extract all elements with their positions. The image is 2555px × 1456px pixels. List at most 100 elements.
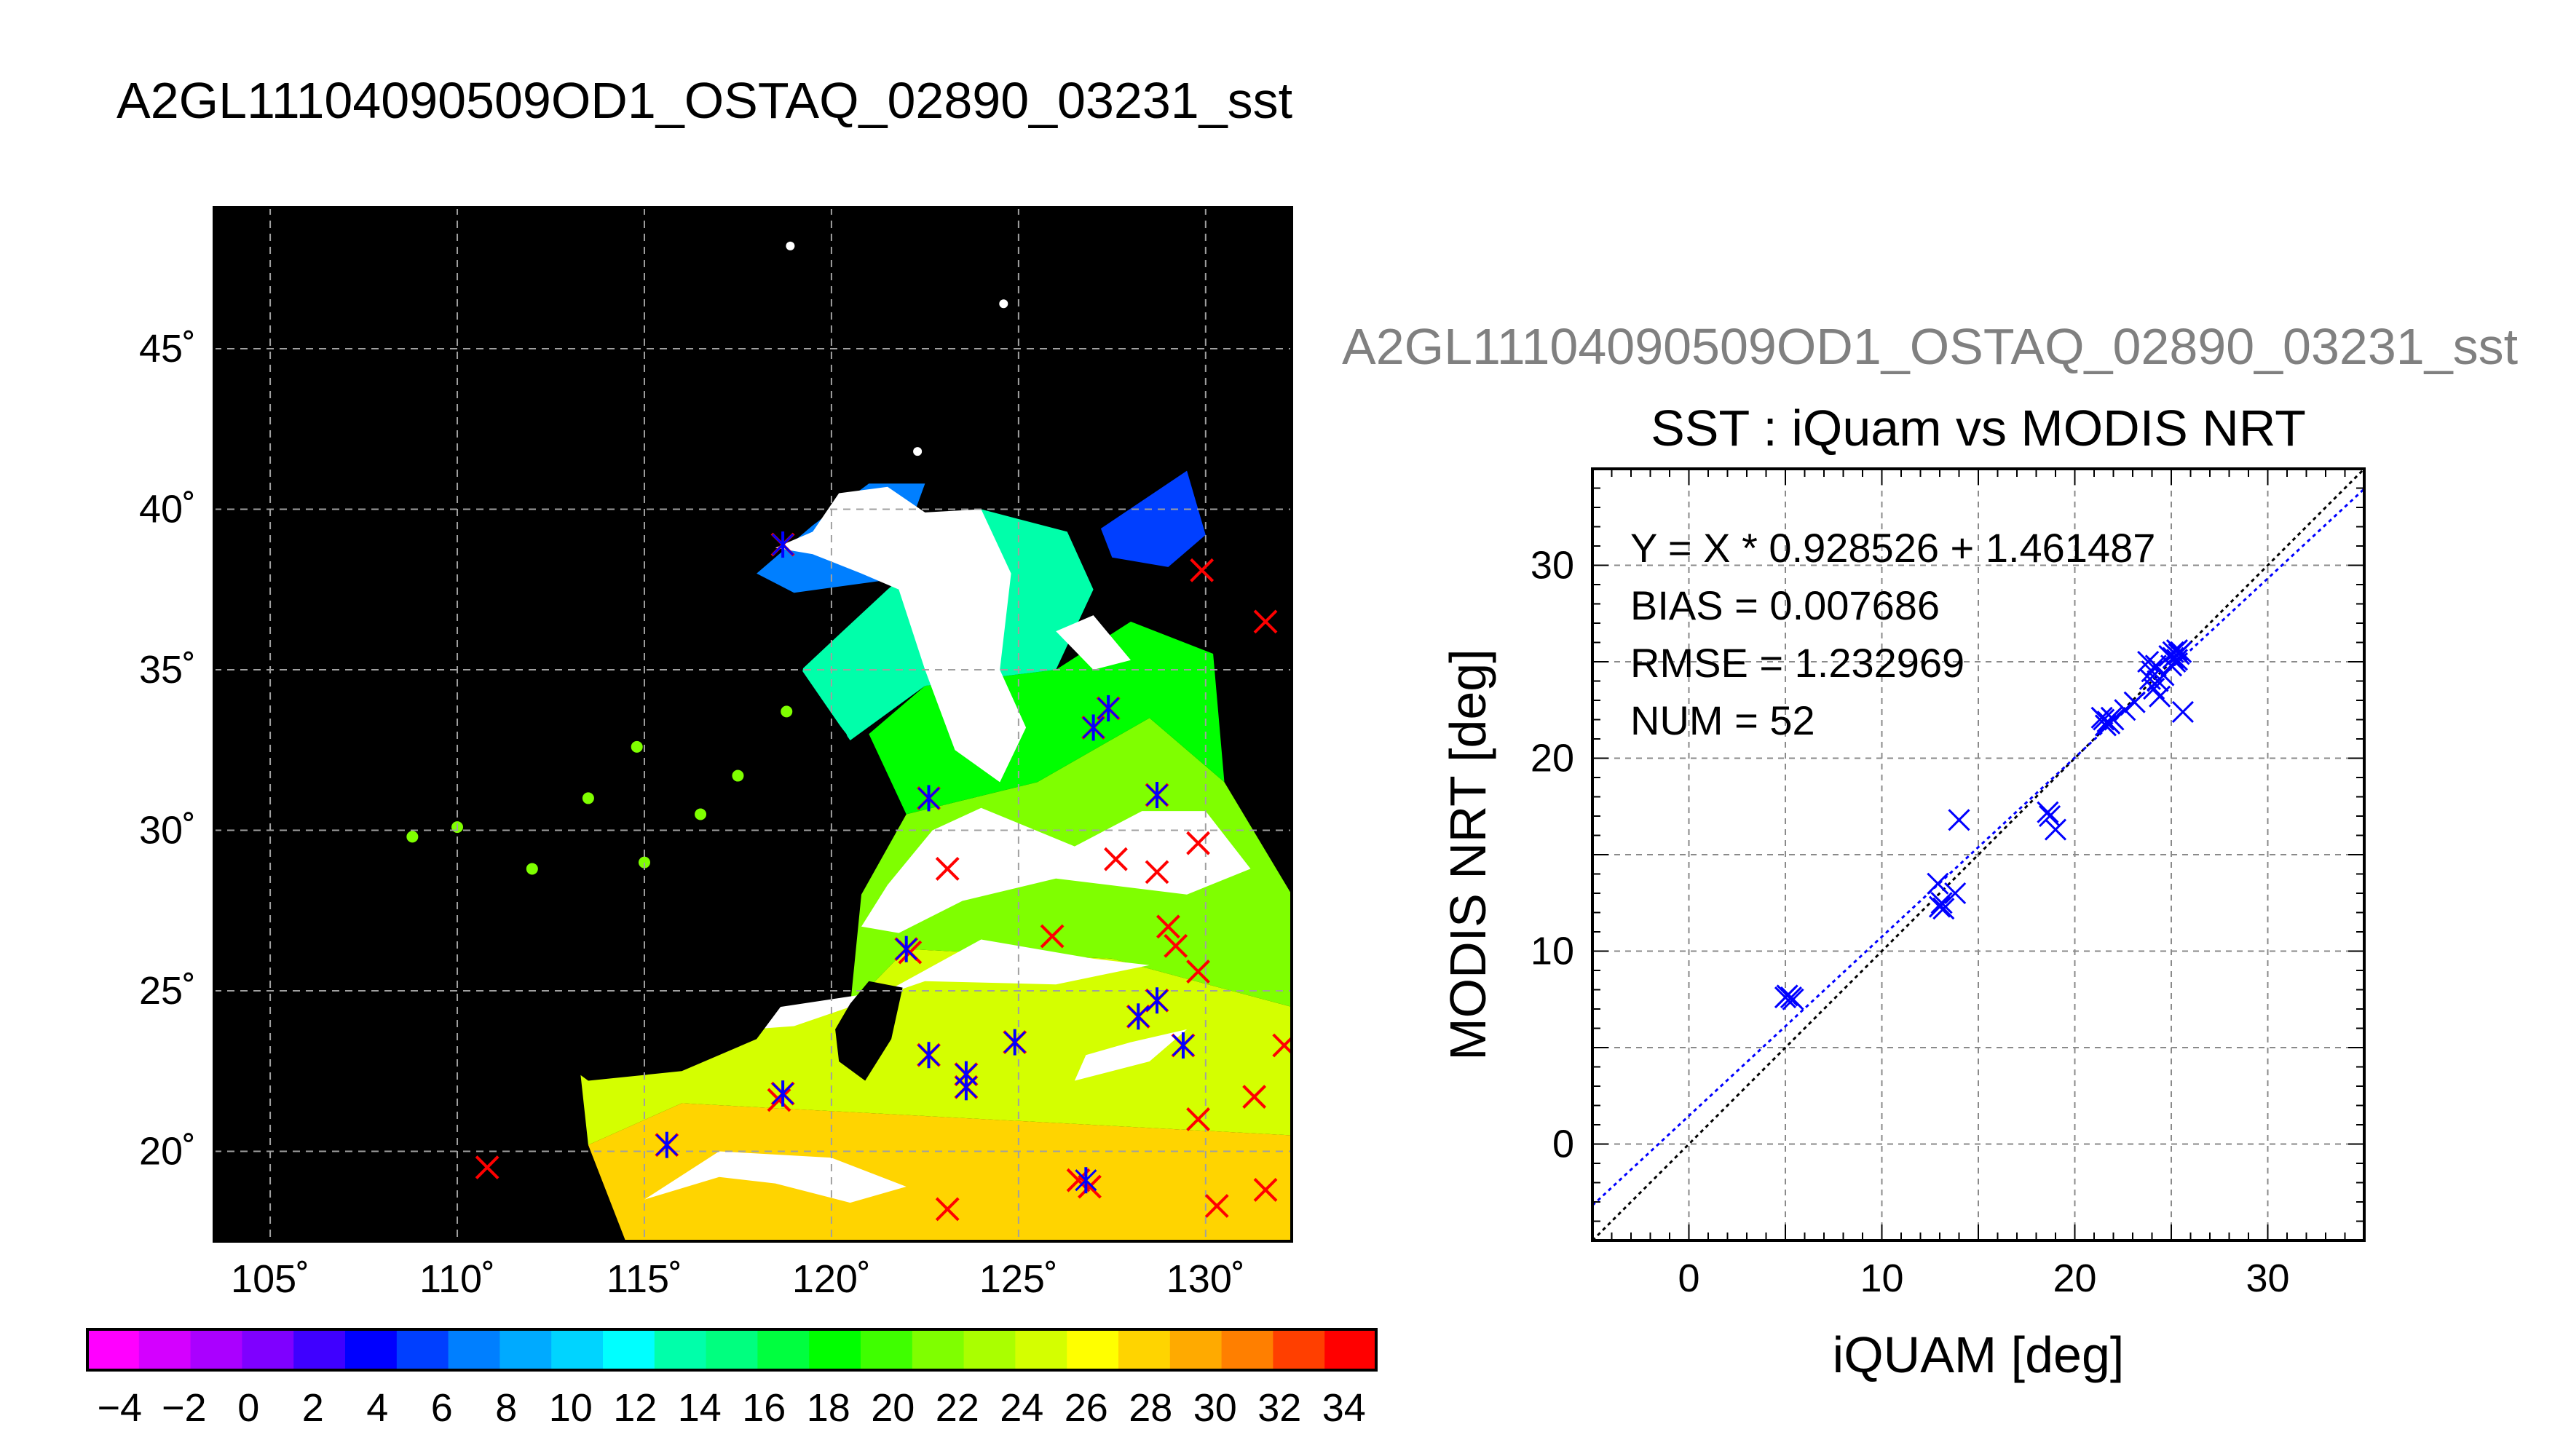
cloud-mask: [1056, 615, 1131, 670]
match-marker: [917, 1042, 940, 1069]
colorbar-swatch: [499, 1329, 552, 1370]
map-gridlines: [214, 207, 1292, 1241]
colorbar-border: [86, 1328, 1378, 1372]
insitu-marker: [1186, 1107, 1210, 1131]
colorbar-swatch: [551, 1329, 604, 1370]
scatter-y-tick-label-10: 10: [1531, 930, 1574, 973]
match-marker: [895, 935, 917, 962]
scatter-point: [1776, 984, 1798, 1007]
scatter-header: A2GL11104090509OD1_OSTAQ_02890_03231_sst: [1342, 318, 2518, 375]
match-cross: [1145, 989, 1169, 1012]
colorbar-tick-label: 14: [678, 1386, 722, 1430]
match-cross: [1145, 783, 1169, 807]
match-marker: [1097, 695, 1120, 721]
colorbar-tick-label: 16: [742, 1386, 786, 1430]
colorbar-swatch: [1118, 1329, 1171, 1370]
scatter-point: [1948, 809, 1970, 831]
insitu-marker: [1253, 1178, 1278, 1202]
colorbar-swatch: [1324, 1329, 1377, 1370]
scatter-annotation-2: RMSE = 1.232969: [1630, 640, 1964, 686]
match-cross: [955, 1063, 977, 1085]
colorbar-tick-label: −4: [97, 1386, 142, 1430]
match-marker: [1075, 1167, 1097, 1194]
match-marker: [772, 531, 794, 558]
scatter-point: [2038, 804, 2061, 828]
scatter-point: [1928, 895, 1951, 918]
scatter-point: [1930, 892, 1953, 914]
scatter-annotation-1: BIAS = 0.007686: [1630, 582, 1940, 628]
match-cross: [1172, 1034, 1195, 1057]
match-cross: [917, 1044, 940, 1067]
cloud-mask: [861, 807, 1251, 933]
insitu-marker: [475, 1155, 499, 1179]
colorbar-tick-label: 10: [549, 1386, 593, 1430]
inland-water-pixel: [732, 769, 744, 782]
map-x-tick-label-120: 120˚: [792, 1257, 871, 1301]
colorbar-swatch: [87, 1329, 140, 1370]
scatter-point: [1932, 898, 1955, 920]
colorbar-tick-label: 24: [1000, 1386, 1043, 1430]
sst-map: 105˚ 110˚ 115˚ 120˚ 125˚ 130˚ 20˚ 25˚ 30˚ 35˚ 40˚ 4…: [139, 206, 1293, 1301]
inland-water-pixel: [631, 740, 643, 753]
scatter-x-tick-label-30: 30: [2246, 1257, 2289, 1300]
match-cross: [772, 1083, 794, 1105]
map-border: [213, 206, 1293, 1243]
scatter-point: [2162, 641, 2184, 663]
scatter-gridlines: [1592, 469, 2364, 1241]
cloud-mask: [607, 939, 1150, 1036]
scatter-y-tick-label-20: 20: [1531, 737, 1574, 780]
colorbar-swatch: [861, 1329, 913, 1370]
scatter-point: [1782, 988, 1804, 1010]
colorbar-tick-label: 34: [1322, 1386, 1366, 1430]
colorbar-swatch: [138, 1329, 191, 1370]
cloud-pixel: [999, 299, 1008, 309]
colorbar-swatch: [706, 1329, 758, 1370]
colorbar-swatch: [293, 1329, 346, 1370]
colorbar-tick-label: 0: [237, 1386, 259, 1430]
colorbar-swatch: [912, 1329, 965, 1370]
colorbar-swatch: [1273, 1329, 1325, 1370]
sst-band-27: [588, 1103, 1292, 1241]
match-cross: [1075, 1169, 1097, 1192]
inland-water-pixel: [638, 856, 650, 869]
scatter-annotation-3: NUM = 52: [1630, 697, 1815, 743]
colorbar-swatch: [1221, 1329, 1273, 1370]
insitu-markers: [475, 531, 1292, 1222]
scatter-points: [1774, 639, 2194, 1010]
cloud-mask: [644, 1151, 907, 1203]
insitu-marker: [1190, 558, 1215, 582]
colorbar-swatch: [809, 1329, 861, 1370]
scatter-title: SST : iQuam vs MODIS NRT: [1651, 400, 2306, 456]
insitu-marker: [1242, 1085, 1267, 1109]
map-y-tick-label-40: 40˚: [139, 488, 196, 531]
sst-swath: [214, 207, 1292, 1241]
colorbar-swatch: [654, 1329, 707, 1370]
colorbar-swatch: [1169, 1329, 1223, 1370]
scatter-x-axis-label: iQUAM [deg]: [1833, 1326, 2125, 1383]
taiwan-land: [835, 981, 903, 1081]
insitu-marker: [1186, 831, 1210, 855]
insitu-marker: [1040, 924, 1065, 949]
map-x-tick-label-105: 105˚: [231, 1257, 309, 1301]
inland-water-pixel: [781, 705, 793, 718]
insitu-marker: [1104, 847, 1128, 871]
insitu-marker: [1204, 1194, 1229, 1218]
insitu-marker: [1078, 1174, 1102, 1199]
colorbar-tick-label: 8: [495, 1386, 517, 1430]
sst-band-25: [577, 949, 1292, 1145]
map-x-tick-label-110: 110˚: [419, 1257, 495, 1301]
match-cross: [1097, 697, 1120, 720]
match-marker: [772, 1080, 794, 1107]
sst-colorbar: −4 −2 0 2 4 6 8 10 12 14 16 18 20 22 24 26 28 30 32 34: [86, 1328, 1378, 1430]
insitu-marker: [1145, 860, 1169, 885]
scatter-plot: SST : iQuam vs MODIS NRT 0 10 20 300102030 …: [1440, 400, 2366, 1383]
colorbar-tick-label: 28: [1129, 1386, 1172, 1430]
insitu-marker: [935, 1197, 960, 1222]
insitu-marker: [767, 1088, 791, 1112]
colorbar-swatch: [1067, 1329, 1119, 1370]
colorbar-tick-label: 26: [1065, 1386, 1108, 1430]
scatter-x-tick-label-20: 20: [2053, 1257, 2096, 1300]
match-cross: [1003, 1031, 1026, 1053]
match-cross: [917, 787, 940, 810]
